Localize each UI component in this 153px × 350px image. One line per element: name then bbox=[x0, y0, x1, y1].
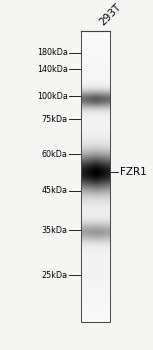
Text: 60kDa: 60kDa bbox=[42, 149, 68, 159]
Text: 293T: 293T bbox=[97, 2, 123, 27]
Text: 180kDa: 180kDa bbox=[37, 48, 68, 57]
Bar bbox=[80, 31, 110, 322]
Text: FZR1: FZR1 bbox=[120, 167, 146, 177]
Bar bbox=[80, 31, 110, 322]
Text: 140kDa: 140kDa bbox=[37, 65, 68, 74]
Text: 35kDa: 35kDa bbox=[42, 226, 68, 235]
Text: 100kDa: 100kDa bbox=[37, 91, 68, 100]
Text: 45kDa: 45kDa bbox=[42, 186, 68, 195]
Text: 75kDa: 75kDa bbox=[42, 115, 68, 124]
Text: 25kDa: 25kDa bbox=[42, 271, 68, 280]
